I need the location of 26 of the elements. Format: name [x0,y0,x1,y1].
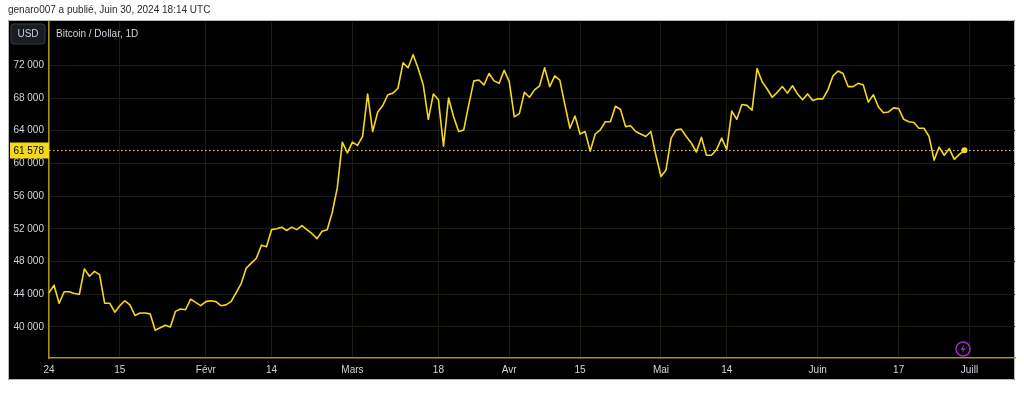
x-tick-label: Avr [501,363,518,375]
x-tick-label: Juill [960,363,979,375]
x-tick-label: 14 [265,363,278,375]
text: Bitcoin / Dollar, 1D [56,27,139,39]
x-tick-label: 15 [114,363,126,375]
text: genaro007 a publié, Juin 30, 2024 18:14 UTC [8,3,211,15]
x-tick-label: 14 [721,363,733,375]
y-tick-label: 48 000 [13,255,45,267]
x-tick-label: 17 [893,363,905,375]
x-tick-label: 24 [43,363,55,375]
ref-line-label: 61 578 [13,144,45,156]
y-tick-label: 72 000 [13,59,45,71]
x-tick-label: Mars [341,363,364,375]
x-tick-label: Févr [195,363,217,375]
x-tick-label: 18 [432,363,445,375]
y-tick-label: 40 000 [13,320,45,332]
y-tick-label: 64 000 [13,124,45,136]
y-tick-label: 60 000 [13,157,45,169]
y-tick-label: 68 000 [13,91,45,103]
y-axis-title: USD [17,28,39,40]
y-tick-label: 44 000 [13,287,45,299]
y-tick-label: 52 000 [13,222,45,234]
x-tick-label: Juin [808,363,827,375]
x-tick-label: Mai [652,363,670,375]
y-tick-label: 56 000 [13,189,45,201]
x-tick-label: 15 [574,363,587,375]
